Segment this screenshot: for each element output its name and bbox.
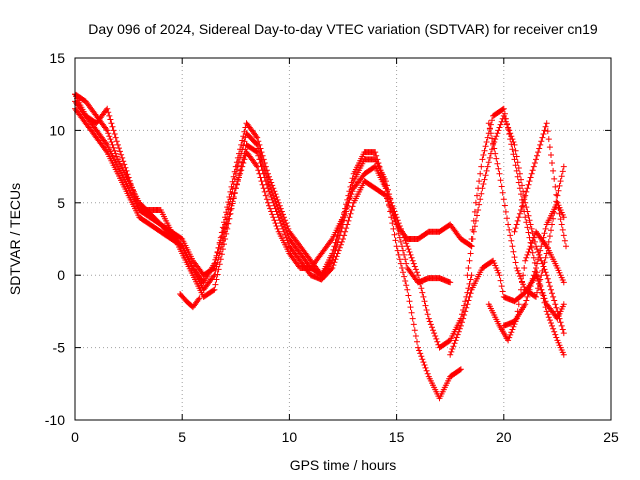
series-track-11 <box>511 120 569 250</box>
y-tick-label: 10 <box>49 122 65 138</box>
series-track-12 <box>500 199 567 329</box>
plus-markers <box>500 199 567 329</box>
y-tick-label: 0 <box>57 267 65 283</box>
data-points <box>72 91 569 402</box>
chart-title: Day 096 of 2024, Sidereal Day-to-day VTE… <box>88 21 598 37</box>
series-track-6 <box>447 257 567 358</box>
plot-frame <box>74 57 612 421</box>
y-tick-label: -10 <box>45 412 65 428</box>
y-axis-label: SDTVAR / TECUs <box>7 183 23 295</box>
plus-markers <box>447 257 567 358</box>
y-tick-label: -5 <box>53 340 66 356</box>
y-tick-label: 15 <box>49 50 65 66</box>
plus-markers <box>464 112 567 337</box>
series-track-4 <box>72 91 475 351</box>
plus-markers <box>177 291 203 311</box>
x-tick-label: 10 <box>282 429 298 445</box>
series-track-2 <box>72 98 464 402</box>
x-tick-label: 5 <box>178 429 186 445</box>
axis-ticks: 0 5 10 15 20 25 -10 -5 0 5 10 15 <box>45 50 619 445</box>
series-track-7 <box>464 112 567 337</box>
x-axis-label: GPS time / hours <box>290 457 397 473</box>
series-track-5 <box>177 291 203 311</box>
series-track-3 <box>72 105 454 286</box>
series-track-10 <box>485 228 567 344</box>
plus-markers <box>72 105 454 286</box>
x-tick-label: 0 <box>71 429 79 445</box>
plus-markers <box>72 91 475 351</box>
y-tick-label: 5 <box>57 195 65 211</box>
x-tick-label: 15 <box>389 429 405 445</box>
x-tick-label: 20 <box>496 429 512 445</box>
x-tick-label: 25 <box>603 429 619 445</box>
plus-markers <box>485 228 567 344</box>
plus-markers <box>511 120 569 250</box>
plus-markers <box>72 98 464 402</box>
